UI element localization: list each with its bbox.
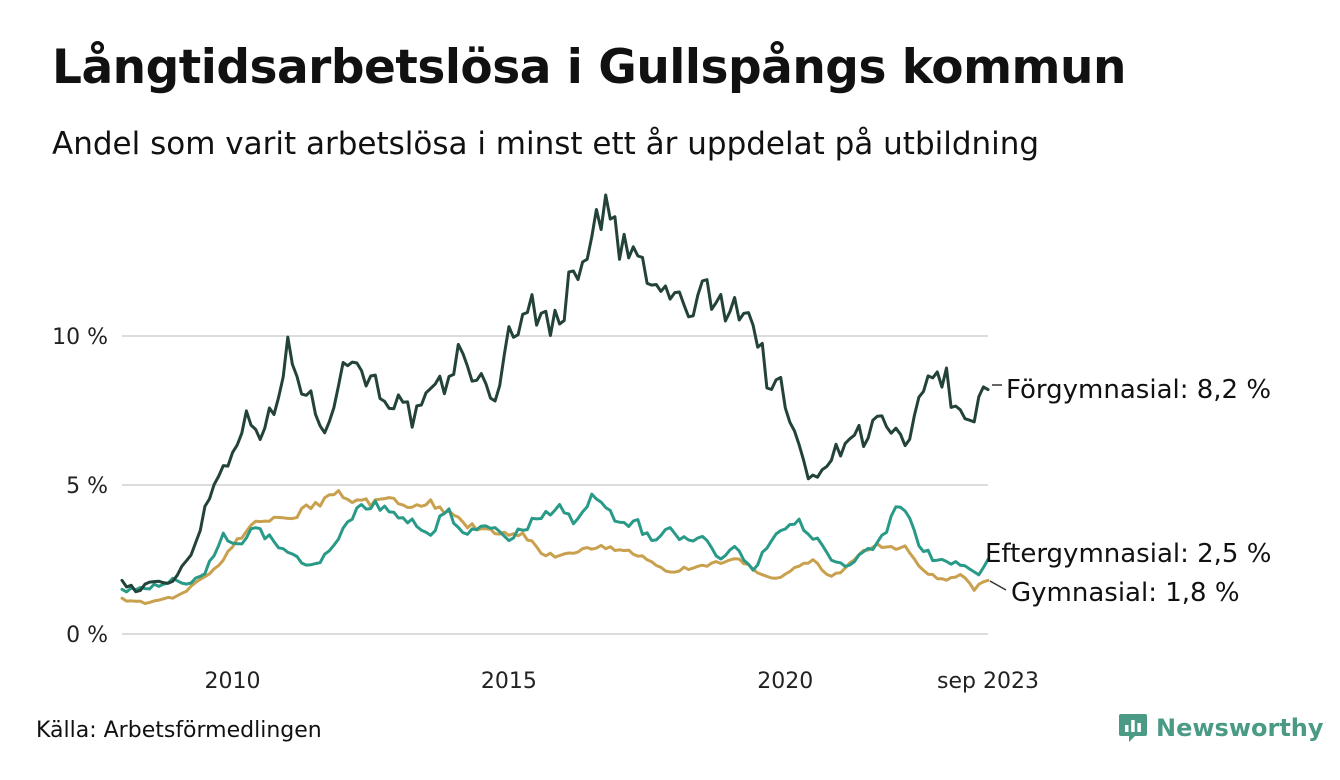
x-tick-label: 2020 [757,669,813,694]
x-axis: 2010 2015 2020 sep 2023 [205,669,1039,694]
x-tick-label: 2015 [481,669,537,694]
series-line-eftergymnasial [120,492,990,594]
brand-logo: Newsworthy [1118,712,1324,744]
series-label: Eftergymnasial: 2,5 % [985,539,1271,569]
y-axis: 0 % 5 % 10 % [52,325,108,648]
series-label: Gymnasial: 1,8 % [1011,578,1240,608]
newsworthy-logo-icon [1119,714,1147,742]
chart-title: Långtidsarbetslösa i Gullspångs kommun [52,40,1126,95]
y-tick-label: 0 % [66,623,108,648]
brand-name: Newsworthy [1156,714,1324,742]
gridlines [122,335,988,635]
chart-subtitle: Andel som varit arbetslösa i minst ett å… [52,126,1040,162]
source-note: Källa: Arbetsförmedlingen [36,718,322,743]
x-tick-label: sep 2023 [937,669,1039,694]
series-line-forgymnasial [120,193,990,594]
x-tick-label: 2010 [205,669,261,694]
series-label: Förgymnasial: 8,2 % [1006,375,1271,405]
series-labels: Förgymnasial: 8,2 % Eftergymnasial: 2,5 %… [985,375,1271,608]
series-lines [120,193,990,606]
y-tick-label: 10 % [52,325,108,350]
series-line-gymnasial [120,489,990,606]
label-leader-line [989,580,1007,591]
y-tick-label: 5 % [66,474,108,499]
